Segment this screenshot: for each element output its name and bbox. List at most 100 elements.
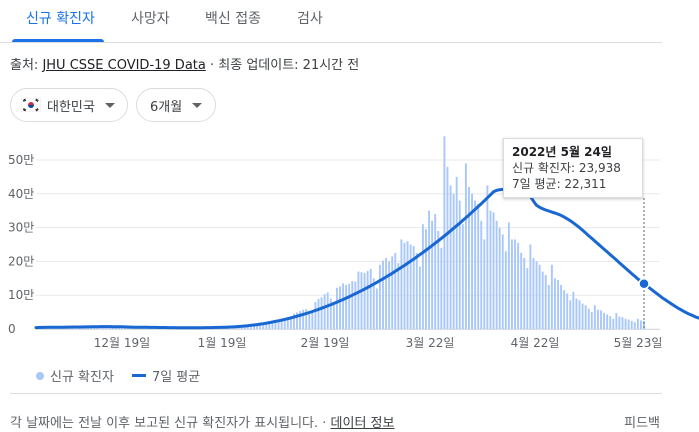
case-bar [391, 256, 394, 329]
case-bar [335, 287, 338, 329]
case-bar [262, 322, 265, 329]
tooltip-date: 2022년 5월 24일 [512, 145, 612, 159]
case-bar [541, 271, 544, 329]
case-bar [375, 288, 378, 329]
feedback-link[interactable]: 피드백 [624, 416, 660, 431]
case-bar [464, 163, 467, 329]
case-bar [431, 220, 434, 329]
source-prefix: 출처: [10, 58, 43, 73]
case-bar [274, 319, 277, 329]
tab-deaths[interactable]: 사망자 [131, 11, 170, 27]
y-tick-label: 30만 [8, 221, 34, 235]
case-bar [489, 210, 492, 329]
y-tick-label: 20만 [8, 254, 34, 268]
case-bar [296, 312, 298, 329]
tooltip-cases: 신규 확진자: 23,938 [512, 161, 621, 175]
case-bar [308, 312, 311, 329]
case-bar [636, 318, 639, 329]
region-dropdown[interactable]: 대한민국 [10, 88, 128, 122]
footer-note: 각 날짜에는 전날 이후 보고된 신규 확진자가 표시됩니다. · 데이터 정보 [10, 412, 394, 431]
case-bar [388, 261, 391, 329]
case-bar [501, 234, 504, 329]
case-bar [425, 229, 427, 329]
case-bar [259, 322, 262, 329]
case-bar [311, 310, 314, 329]
case-bar [455, 176, 458, 329]
daily-cases-bars [35, 136, 645, 329]
case-bar [554, 278, 556, 329]
x-tick-label: 2월 19일 [301, 336, 350, 350]
case-bar [458, 200, 461, 329]
tab-vaccinations[interactable]: 백신 접종 [205, 11, 261, 27]
case-bar [351, 281, 354, 329]
case-bar [612, 318, 615, 329]
case-bar [268, 321, 271, 329]
metric-tabs: 신규 확진자 사망자 백신 접종 검사 [0, 0, 662, 43]
last-updated: 최종 업데이트: 21시간 전 [218, 58, 360, 73]
case-bar [382, 260, 384, 329]
period-dropdown[interactable]: 6개월 [136, 88, 216, 122]
about-data-link[interactable]: 데이터 정보 [330, 416, 395, 431]
case-bar [575, 298, 578, 329]
case-bar [590, 312, 593, 329]
case-bar [584, 305, 587, 329]
legend-average-label: 7일 평균 [151, 370, 201, 385]
case-bar [643, 320, 645, 329]
case-bar [292, 313, 295, 329]
seven-day-average-line [34, 187, 699, 330]
case-bar [428, 210, 430, 329]
case-bar [609, 316, 612, 329]
case-bar [345, 285, 348, 329]
case-bar [440, 247, 443, 329]
case-bar [471, 193, 473, 329]
chart-legend: 신규 확진자 7일 평균 [36, 366, 200, 385]
tab-tests[interactable]: 검사 [297, 11, 323, 27]
case-bar [332, 304, 335, 329]
case-bar [630, 320, 633, 329]
case-bar [265, 321, 268, 329]
case-bar [421, 224, 424, 329]
case-bar [372, 278, 375, 329]
case-bar [409, 244, 412, 329]
x-tick-label: 1월 19일 [198, 336, 247, 350]
case-bar [483, 239, 486, 329]
case-bar [511, 239, 513, 329]
case-bar [544, 274, 547, 329]
active-tab-indicator [12, 39, 104, 42]
case-bar [289, 316, 292, 329]
case-bar [529, 244, 532, 329]
case-bar [299, 311, 302, 329]
case-bar [418, 266, 421, 329]
case-bar [603, 312, 606, 329]
case-bar [615, 313, 618, 329]
case-bar [412, 246, 415, 329]
case-bar [596, 309, 599, 329]
case-bar [606, 314, 609, 329]
case-bar [385, 258, 388, 329]
case-bar [378, 264, 381, 329]
case-bar [495, 220, 498, 329]
case-bar [360, 272, 363, 329]
case-bar [363, 272, 366, 329]
case-bar [394, 252, 397, 329]
legend-line-swatch [131, 374, 146, 377]
case-bar [563, 290, 566, 329]
case-bar [477, 203, 480, 329]
case-bar [569, 300, 572, 329]
case-bar [593, 305, 596, 329]
case-bar [280, 319, 283, 329]
x-tick-label: 5월 23일 [614, 336, 663, 350]
case-bar [566, 293, 569, 329]
case-bar [486, 185, 489, 329]
case-bar [314, 301, 317, 329]
case-bar [283, 320, 286, 329]
case-bar [517, 242, 520, 329]
case-bar [366, 270, 369, 329]
case-bar [504, 251, 507, 329]
tab-new-cases[interactable]: 신규 확진자 [26, 11, 95, 27]
case-bar [507, 222, 510, 329]
source-separator: · [205, 58, 219, 73]
y-tick-label: 50만 [8, 153, 34, 167]
source-link[interactable]: JHU CSSE COVID-19 Data [42, 58, 206, 73]
